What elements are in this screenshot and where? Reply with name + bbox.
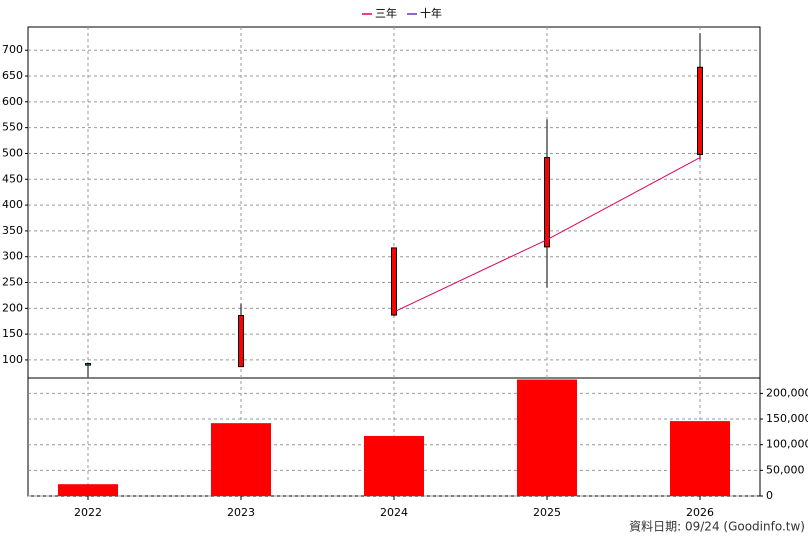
y2-tick-label: 50,000 — [766, 463, 805, 476]
y-tick-label: 550 — [2, 121, 23, 134]
candle-body — [544, 157, 550, 248]
volume-bar — [517, 379, 577, 496]
candle-body — [391, 247, 397, 316]
y-tick-label: 600 — [2, 95, 23, 108]
volume-bar — [58, 484, 118, 496]
y-tick-label: 150 — [2, 327, 23, 340]
y2-tick-label: 0 — [766, 489, 773, 502]
candle-body — [85, 363, 91, 366]
line-series — [393, 157, 701, 313]
candle-body — [238, 315, 244, 368]
y2-tick-label: 100,000 — [766, 438, 808, 451]
volume-bar — [211, 423, 271, 496]
x-tick-label: 2022 — [74, 506, 102, 519]
volume-bar — [670, 421, 730, 496]
x-tick-label: 2025 — [533, 506, 561, 519]
candle-body — [697, 66, 703, 155]
volume-bar — [364, 435, 424, 496]
footer: 資料日期: 09/24 (Goodinfo.tw) — [629, 520, 805, 534]
y-tick-label: 250 — [2, 276, 23, 289]
x-tick-label: 2023 — [227, 506, 255, 519]
legend-label: 三年 — [375, 6, 397, 20]
x-tick-label: 2024 — [380, 506, 408, 519]
y-tick-label: 650 — [2, 69, 23, 82]
x-tick-label: 2026 — [686, 506, 714, 519]
y-tick-label: 700 — [2, 43, 23, 56]
y-tick-label: 100 — [2, 353, 23, 366]
y-tick-label: 350 — [2, 224, 23, 237]
y2-tick-label: 200,000 — [766, 386, 808, 399]
y-tick-label: 400 — [2, 198, 23, 211]
y-tick-label: 500 — [2, 146, 23, 159]
y-tick-label: 450 — [2, 172, 23, 185]
y-tick-label: 200 — [2, 301, 23, 314]
y2-tick-label: 150,000 — [766, 412, 808, 425]
legend-label: 十年 — [420, 6, 442, 20]
y-tick-label: 300 — [2, 250, 23, 263]
